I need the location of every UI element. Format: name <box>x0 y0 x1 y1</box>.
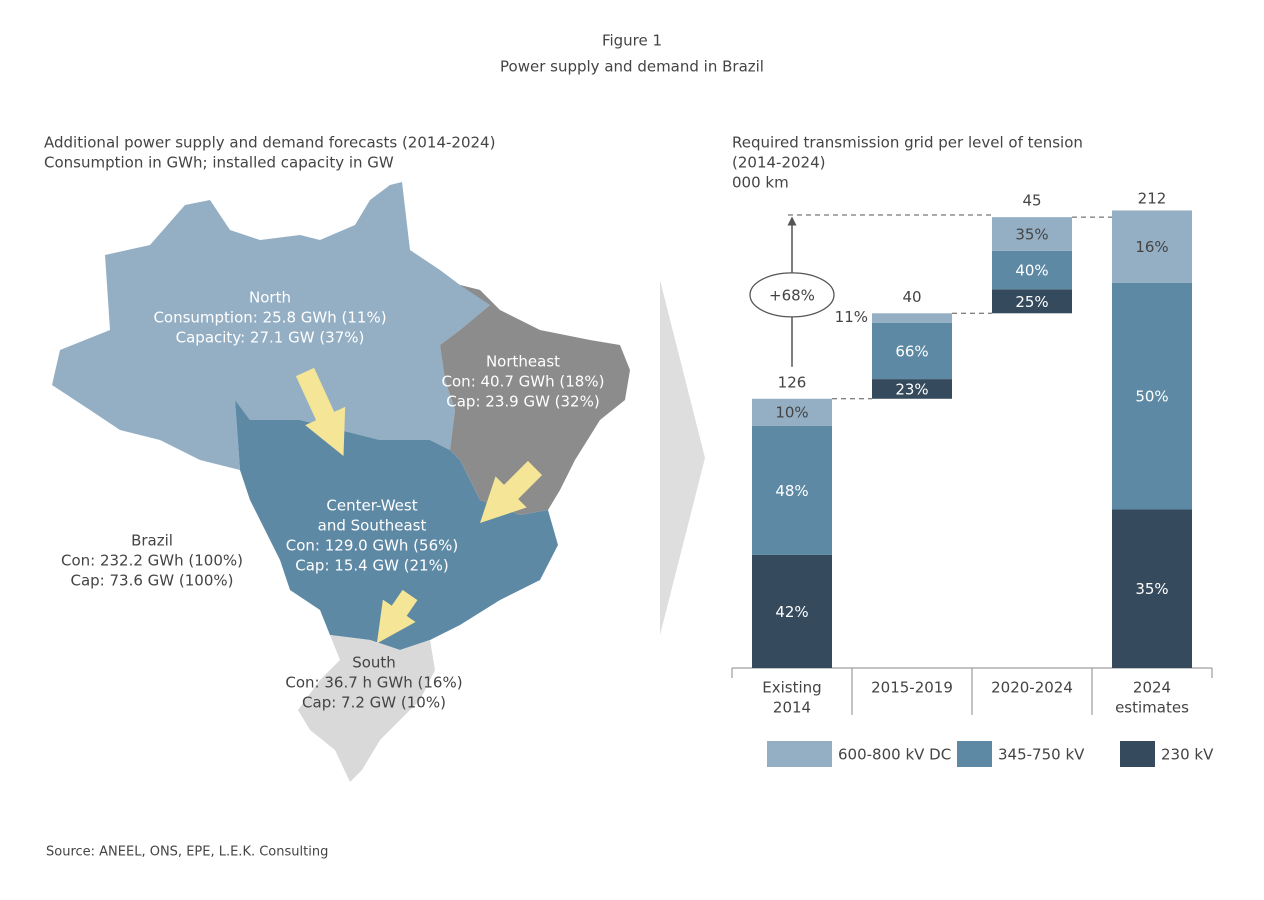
region-label: Con: 36.7 h GWh (16%) <box>285 674 462 692</box>
flow-arrow <box>376 589 418 644</box>
figure-number: Figure 1 <box>602 32 662 50</box>
bar-segment <box>1112 282 1192 510</box>
segment-label: 40% <box>1015 262 1048 280</box>
chevron <box>660 280 705 635</box>
region-label: Con: 129.0 GWh (56%) <box>286 537 458 555</box>
total-label: Con: 232.2 GWh (100%) <box>61 552 243 570</box>
x-tick-label: 2015-2019 <box>871 679 953 697</box>
total-label: Cap: 73.6 GW (100%) <box>71 572 234 590</box>
region-north <box>52 182 490 470</box>
annotation-bubble <box>749 272 835 318</box>
chart: Required transmission grid per level of … <box>731 134 1214 767</box>
flow-arrow <box>479 460 543 524</box>
region-label: Con: 40.7 GWh (18%) <box>442 373 605 391</box>
x-tick-label: Existing <box>762 679 821 697</box>
bar-segment <box>872 379 952 399</box>
source: Source: ANEEL, ONS, EPE, L.E.K. Consulti… <box>46 845 328 860</box>
annotation: +68% <box>769 286 815 304</box>
segment-label: 10% <box>775 404 808 422</box>
segment-label: 35% <box>1135 580 1168 598</box>
segment-label: 50% <box>1135 388 1168 406</box>
bar-segment <box>992 289 1072 314</box>
chart-title: (2014-2024) <box>732 154 825 172</box>
bar-segment <box>752 554 832 668</box>
bar-segment <box>752 425 832 555</box>
region-label: North <box>249 289 291 307</box>
region-label: Cap: 7.2 GW (10%) <box>302 694 446 712</box>
segment-label: 16% <box>1135 238 1168 256</box>
region-label: and Southeast <box>318 517 427 535</box>
x-tick-label: 2020-2024 <box>991 679 1073 697</box>
flow-arrow <box>295 367 346 456</box>
chart-title: Required transmission grid per level of … <box>732 134 1083 152</box>
region-label: Consumption: 25.8 GWh (11%) <box>153 309 386 327</box>
bar-segment <box>872 322 952 380</box>
region-label: Capacity: 27.1 GW (37%) <box>176 329 365 347</box>
region-label: Northeast <box>486 353 560 371</box>
segment-label: 23% <box>895 380 928 398</box>
region-northeast <box>440 285 630 515</box>
region-center-west-southeast <box>235 400 558 650</box>
x-tick-label: 2014 <box>773 699 811 717</box>
total-label: Brazil <box>131 532 173 550</box>
bar-segment <box>992 217 1072 251</box>
bar-segment <box>1112 509 1192 668</box>
total-label: 40 <box>902 288 921 306</box>
region-label: Cap: 23.9 GW (32%) <box>446 393 599 411</box>
map-title: Additional power supply and demand forec… <box>44 134 495 152</box>
region-label: Center-West <box>326 497 417 515</box>
segment-label: 66% <box>895 342 928 360</box>
total-label: 126 <box>778 373 807 391</box>
map <box>52 182 630 782</box>
region-label: South <box>352 654 396 672</box>
legend-swatch <box>767 741 832 767</box>
map-subtitle: Consumption in GWh; installed capacity i… <box>44 154 394 172</box>
segment-label: 35% <box>1015 225 1048 243</box>
legend-swatch <box>957 741 992 767</box>
legend-swatch <box>1120 741 1155 767</box>
chart-unit: 000 km <box>732 174 789 192</box>
segment-label: 48% <box>775 482 808 500</box>
segment-label: 11% <box>835 308 868 326</box>
legend-label: 600-800 kV DC <box>838 746 951 764</box>
bar-segment <box>992 250 1072 290</box>
map-labels: North Consumption: 25.8 GWh (11%) Capacity… <box>61 289 604 712</box>
x-tick-label: estimates <box>1115 699 1189 717</box>
region-label: Cap: 15.4 GW (21%) <box>295 557 448 575</box>
bar-segment <box>752 398 832 426</box>
segment-label: 42% <box>775 603 808 621</box>
legend-label: 230 kV <box>1161 746 1214 764</box>
total-label: 45 <box>1022 192 1041 210</box>
legend-label: 345-750 kV <box>998 746 1085 764</box>
x-tick-label: 2024 <box>1133 679 1171 697</box>
total-label: 212 <box>1138 190 1167 208</box>
region-south <box>298 635 435 782</box>
segment-label: 25% <box>1015 293 1048 311</box>
bar-segment <box>1112 210 1192 283</box>
bar-segment <box>872 313 952 323</box>
figure-title: Power supply and demand in Brazil <box>500 58 764 76</box>
